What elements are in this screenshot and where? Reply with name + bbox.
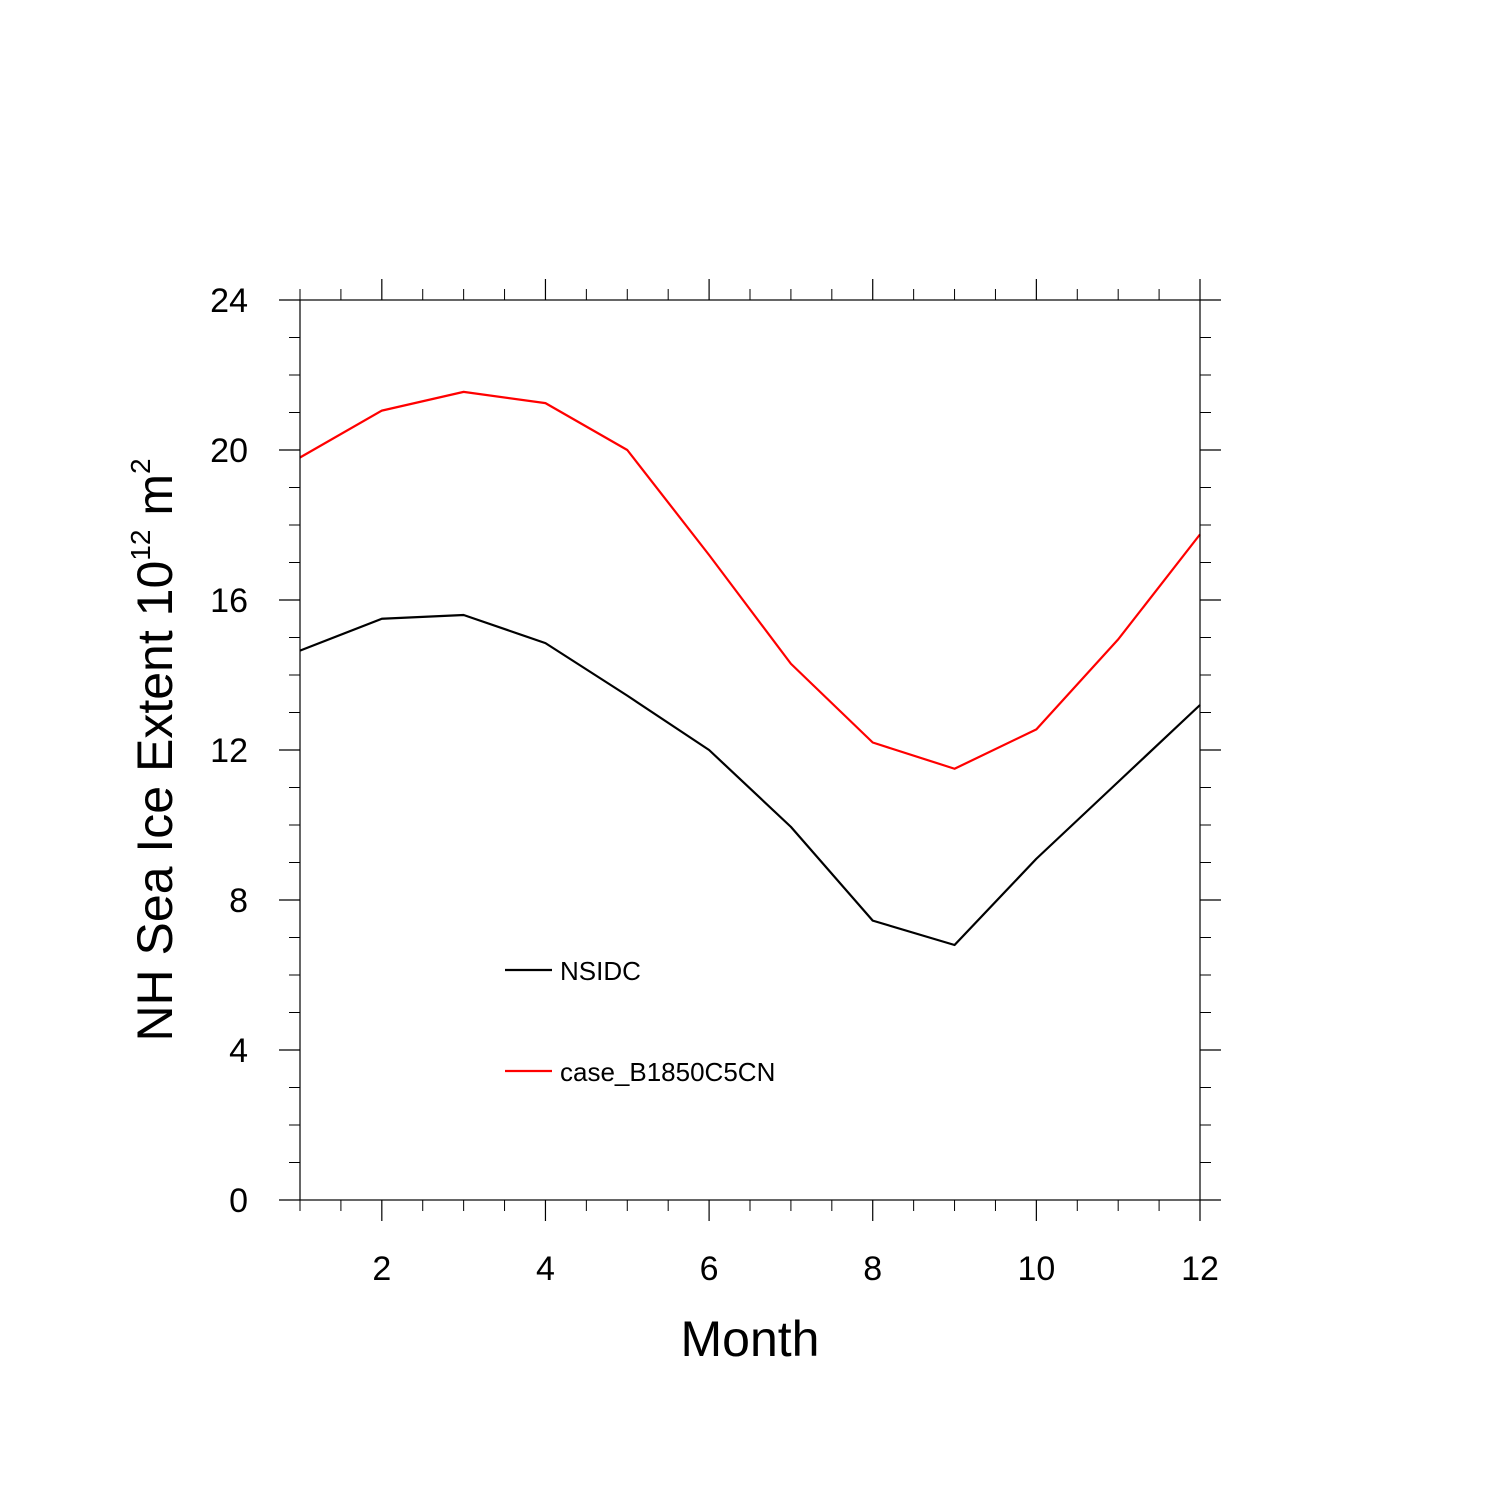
x-tick-label: 8 <box>863 1250 882 1288</box>
major-ticks <box>279 279 1221 1221</box>
minor-ticks <box>289 289 1211 1211</box>
y-tick-label: 8 <box>229 882 248 920</box>
legend-label: case_B1850C5CN <box>560 1057 775 1087</box>
x-tick-label: 4 <box>536 1250 555 1288</box>
series-line-case_b1850c5cn <box>299 390 1201 770</box>
series-lines <box>299 390 1201 947</box>
y-axis-title-unit: m <box>127 474 183 530</box>
y-axis-title-unit-exponent: 2 <box>125 458 156 474</box>
x-axis-title: Month <box>681 1311 820 1367</box>
y-tick-label: 12 <box>210 732 248 770</box>
y-tick-label: 20 <box>210 432 248 470</box>
series-line-nsidc <box>299 613 1201 947</box>
legend: NSIDC case_B1850C5CN <box>505 956 775 1087</box>
legend-label: NSIDC <box>560 956 641 986</box>
x-tick-label: 12 <box>1181 1250 1219 1288</box>
y-axis-title: NH Sea Ice Extent 1012 m2 <box>125 458 183 1041</box>
x-tick-labels: 2 4 6 8 10 12 <box>372 1250 1219 1288</box>
y-axis-title-text: NH Sea Ice Extent 10 <box>127 561 183 1042</box>
y-tick-labels: 0 4 8 12 16 20 24 <box>210 282 248 1220</box>
x-tick-label: 2 <box>372 1250 391 1288</box>
y-tick-label: 4 <box>229 1032 248 1070</box>
y-axis-title-exponent: 12 <box>125 530 156 561</box>
plot-frame <box>299 299 1201 1201</box>
y-tick-label: 16 <box>210 582 248 620</box>
x-tick-label: 10 <box>1017 1250 1055 1288</box>
x-tick-label: 6 <box>700 1250 719 1288</box>
y-tick-label: 0 <box>229 1182 248 1220</box>
y-tick-label: 24 <box>210 282 248 320</box>
